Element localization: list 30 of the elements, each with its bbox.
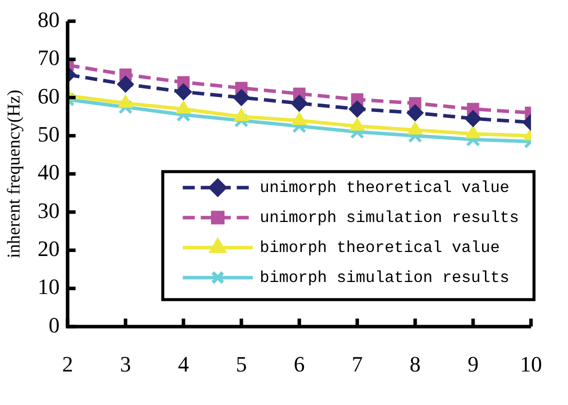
legend-label: bimorph simulation results xyxy=(260,268,510,287)
point xyxy=(290,94,308,112)
y-axis-title: inherent frequency(Hz) xyxy=(4,90,24,258)
point xyxy=(406,104,424,122)
y-tick-label: 10 xyxy=(38,274,60,300)
legend-label: bimorph theoretical value xyxy=(260,238,500,257)
point xyxy=(174,83,192,100)
x-tick-label: 3 xyxy=(120,352,132,377)
x-tick-label: 8 xyxy=(410,352,421,377)
y-tick-label: 60 xyxy=(38,83,60,108)
point xyxy=(464,110,482,128)
y-tick-label: 70 xyxy=(38,45,60,70)
point xyxy=(232,89,250,106)
x-tick-label: 10 xyxy=(520,352,542,377)
x-tick-label: 5 xyxy=(236,352,247,377)
y-tick-label: 80 xyxy=(38,6,60,32)
x-tick-label: 6 xyxy=(294,352,305,377)
x-tick-label: 2 xyxy=(62,352,74,377)
y-tick-label: 20 xyxy=(38,236,60,262)
y-tick-label: 30 xyxy=(38,198,60,223)
legend-label: unimorph simulation results xyxy=(260,208,520,227)
legend-label: unimorph theoretical value xyxy=(260,178,510,197)
y-tick-label: 50 xyxy=(38,122,60,147)
point xyxy=(348,100,366,118)
x-tick-label: 4 xyxy=(178,352,189,377)
x-tick-label: 7 xyxy=(352,352,363,377)
x-tick-label: 9 xyxy=(468,352,479,377)
point xyxy=(117,76,134,93)
y-tick-label: 0 xyxy=(48,312,60,338)
y-tick-label: 40 xyxy=(38,160,60,185)
